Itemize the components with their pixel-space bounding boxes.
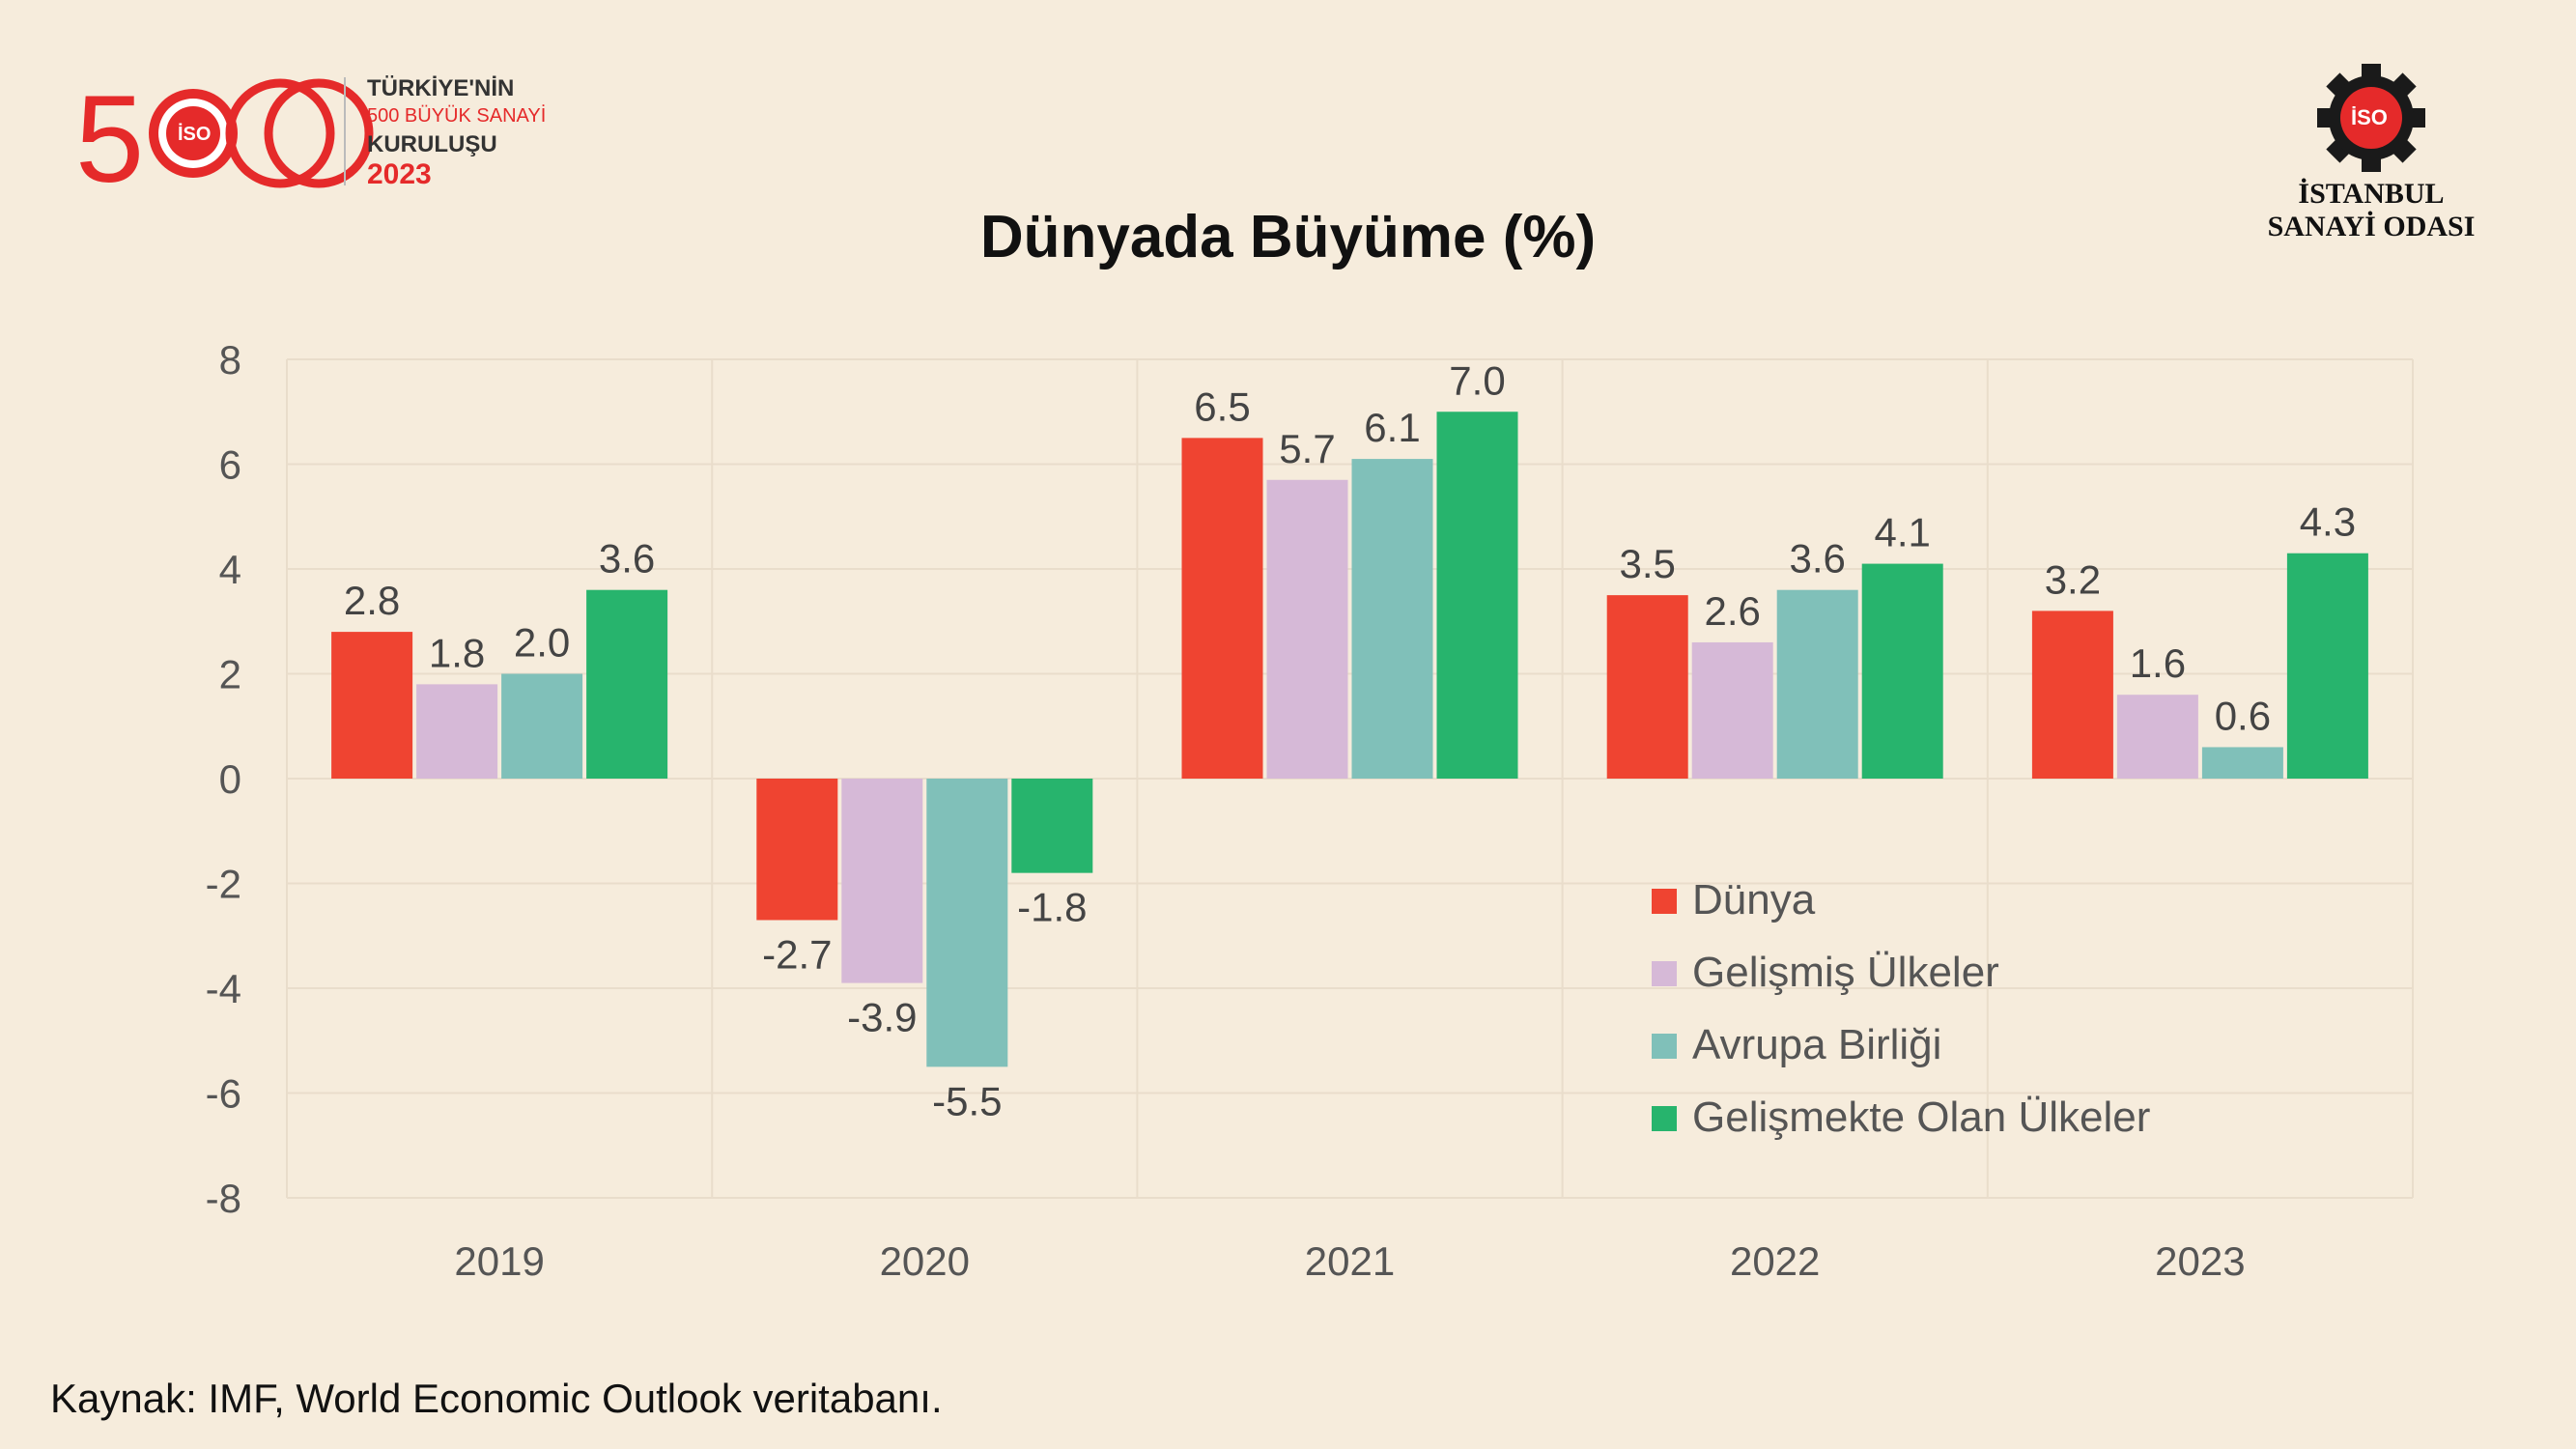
data-label: 2.0 [514,620,570,666]
bar [1436,412,1518,779]
y-tick-label: -8 [206,1176,241,1221]
data-label: 3.2 [2045,556,2101,602]
data-label: -5.5 [932,1078,1002,1123]
bar [1861,563,1943,779]
bar [926,779,1008,1067]
logo-text-line2: 500 BÜYÜK SANAYİ [367,105,547,127]
legend-swatch [1652,1106,1677,1131]
x-tick-label: 2022 [1730,1238,1820,1284]
bar [1181,438,1263,779]
data-label: -2.7 [762,931,832,977]
bar [756,779,838,921]
data-label: 4.1 [1875,510,1931,555]
data-label: -1.8 [1017,885,1087,930]
iso-name-line2: SANAYİ ODASI [2267,211,2476,242]
data-label: 1.8 [429,630,485,675]
svg-text:5: 5 [77,71,144,195]
bar [2031,611,2113,779]
bar [416,684,498,779]
bar [2286,553,2368,779]
bar-chart: 2.8 1.8 2.0 3.6 -2.7 -3.9 -5.5 -1.8 6.5 5.7 6.1 7.0… [206,337,2414,1284]
logo-badge: İSO [178,124,212,145]
source-note: Kaynak: IMF, World Economic Outlook veri… [50,1376,943,1421]
x-tick-label: 2020 [880,1238,970,1284]
data-label: 1.6 [2130,640,2186,686]
y-tick-label: 6 [219,442,241,488]
bar [1606,595,1688,779]
legend-label: Dünya [1692,876,1816,923]
y-tick-label: -2 [206,862,241,907]
logo-text-year: 2023 [367,158,432,190]
data-label: -3.9 [847,995,917,1040]
data-label: 6.1 [1364,405,1420,450]
data-label: 3.6 [599,536,655,582]
logo-text-line3: KURULUŞU [367,131,497,157]
logo-text-line1: TÜRKİYE'NİN [367,75,515,101]
logo-divider [344,77,346,185]
chart-legend: Dünya Gelişmiş Ülkeler Avrupa Birliği Geliş… [1652,876,2150,1141]
x-tick-label: 2019 [454,1238,544,1284]
legend-label: Gelişmiş Ülkeler [1692,949,1999,996]
bar [841,779,923,983]
chart-x-axis: 2019 2020 2021 2022 2023 [454,1238,2245,1284]
bar [1776,589,1858,779]
bar [1351,459,1433,779]
bar [2201,747,2283,779]
data-label: 2.8 [344,578,400,623]
bar [501,673,583,779]
y-tick-label: 4 [219,547,241,592]
legend-label: Avrupa Birliği [1692,1021,1941,1068]
y-tick-label: -4 [206,966,241,1011]
legend-label: Gelişmekte Olan Ülkeler [1692,1094,2150,1141]
chart-y-axis: 8 6 4 2 0 -2 -4 -6 -8 [206,337,241,1221]
data-label: 3.5 [1620,541,1676,586]
gear-icon [2317,64,2425,172]
data-label: 4.3 [2300,499,2356,545]
y-tick-label: 2 [219,652,241,697]
chart-data-labels: 2.8 1.8 2.0 3.6 -2.7 -3.9 -5.5 -1.8 6.5 5.7 6.1 7.0… [344,357,2356,1123]
bar [1691,641,1773,779]
y-tick-label: 0 [219,756,241,802]
data-label: 0.6 [2215,693,2271,738]
logo-500-buyuk-sanayi: 5 İSO [77,70,512,195]
iso-badge: İSO [2351,105,2388,129]
bar [2116,695,2198,779]
data-label: 3.6 [1790,536,1846,582]
legend-swatch [1652,889,1677,914]
chart-title: Dünyada Büyüme (%) [979,204,1597,270]
y-tick-label: 8 [219,337,241,383]
x-tick-label: 2023 [2155,1238,2245,1284]
legend-swatch [1652,961,1677,986]
chart-bars [331,412,2368,1067]
data-label: 7.0 [1449,357,1505,403]
data-label: 2.6 [1705,588,1761,634]
data-label: 5.7 [1279,426,1335,471]
y-tick-label: -6 [206,1071,241,1117]
logo-500-graphic: 5 [77,71,374,195]
iso-gear-logo: İSO [2308,62,2434,178]
x-tick-label: 2021 [1305,1238,1395,1284]
bar [331,632,413,779]
data-label: 6.5 [1194,384,1250,429]
iso-name-line1: İSTANBUL [2298,178,2445,210]
legend-swatch [1652,1034,1677,1059]
bar [1011,779,1093,873]
bar [1266,479,1348,779]
bar [586,589,668,779]
